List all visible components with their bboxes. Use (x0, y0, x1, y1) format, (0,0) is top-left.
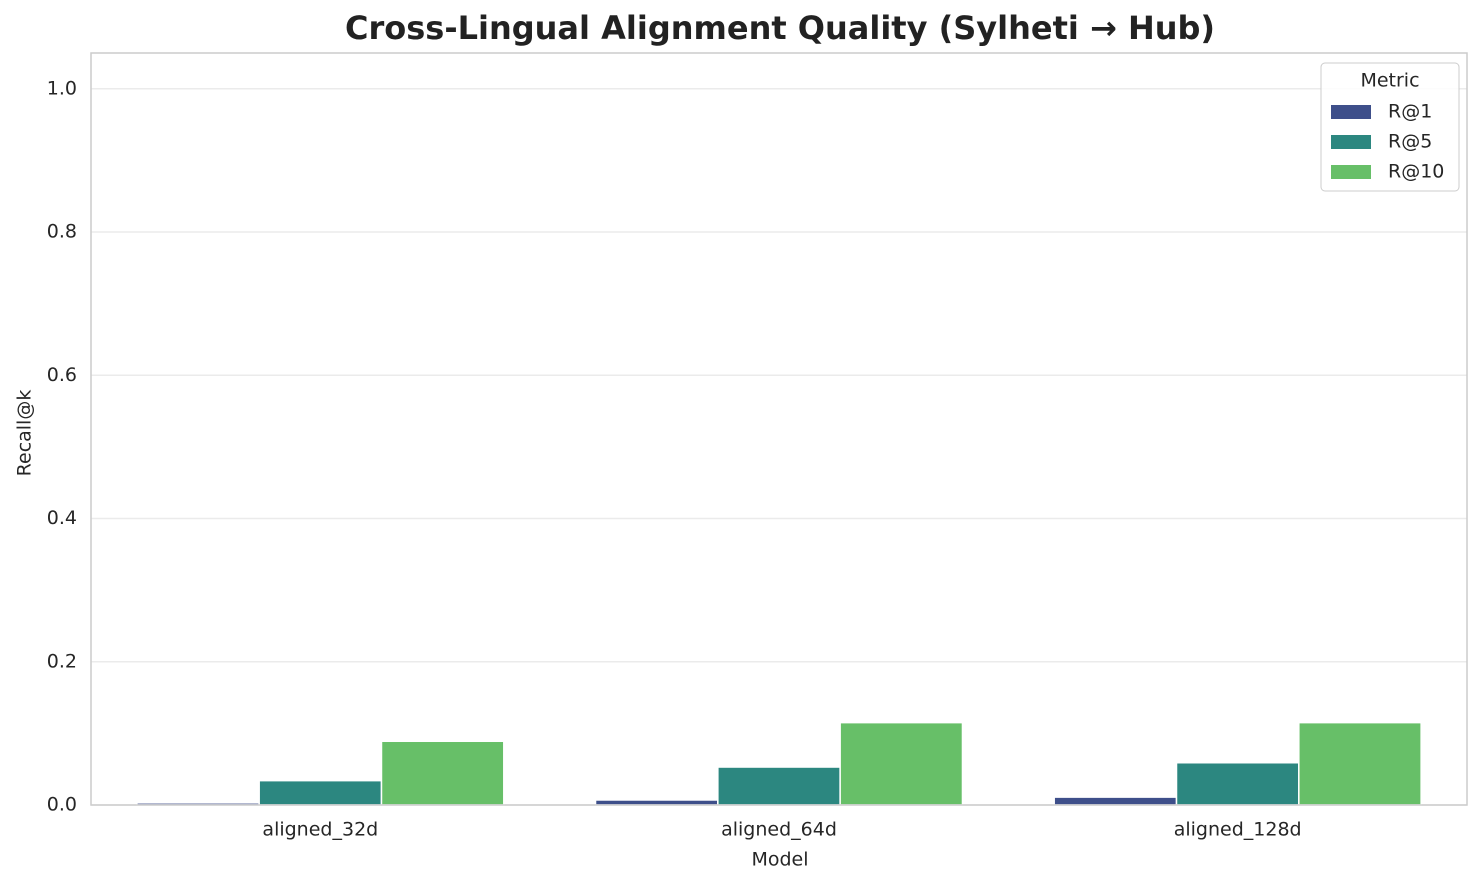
x-axis-label: Model (751, 849, 808, 871)
y-tick-label: 1.0 (47, 77, 77, 99)
y-axis-label: Recall@k (14, 390, 36, 477)
legend-box (1320, 62, 1460, 192)
bar (594, 799, 719, 806)
x-tick-label: aligned_32d (262, 819, 378, 841)
plot-frame (90, 52, 1468, 806)
legend: Metric R@1 R@5 R@10 (1320, 62, 1460, 192)
legend-swatch (1331, 135, 1371, 149)
y-tick-label: 0.6 (47, 364, 77, 386)
legend-swatch (1331, 105, 1371, 119)
bar (1298, 721, 1422, 806)
bar (1053, 796, 1178, 806)
bar (380, 740, 505, 806)
legend-swatch (1331, 165, 1371, 179)
y-tick-label: 0.2 (47, 650, 77, 672)
x-tick-label: aligned_128d (1174, 819, 1302, 841)
y-tick-label: 0.8 (47, 221, 77, 243)
y-tick-label: 0.4 (47, 507, 77, 529)
bar (717, 766, 841, 806)
legend-label: R@10 (1388, 161, 1444, 183)
legend-title: Metric (1360, 70, 1419, 92)
y-tick-label: 0.0 (47, 794, 77, 816)
bars (136, 721, 1422, 806)
x-tick-label: aligned_64d (721, 819, 837, 841)
chart-title: Cross-Lingual Alignment Quality (Sylheti… (345, 9, 1215, 47)
bar (258, 779, 383, 806)
legend-label: R@1 (1388, 101, 1432, 123)
grid (91, 88, 1467, 806)
bar (839, 721, 964, 806)
legend-label: R@5 (1388, 131, 1432, 153)
bar (1175, 761, 1300, 806)
